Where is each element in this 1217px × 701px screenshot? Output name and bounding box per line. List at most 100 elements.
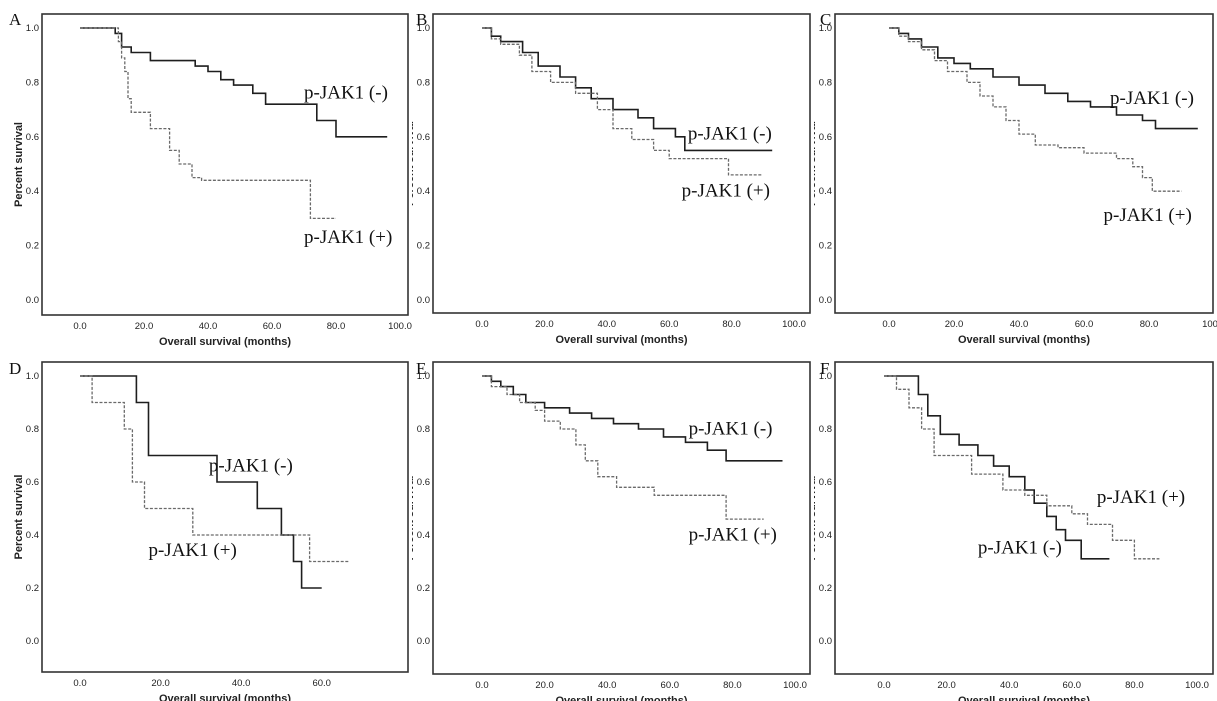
- x-tick-label: 20.0: [535, 319, 554, 330]
- x-tick-label: 40.0: [199, 321, 218, 332]
- x-tick-label: 60.0: [263, 321, 282, 332]
- curve-label-p-jak1: p-JAK1 (+): [304, 227, 392, 248]
- x-tick-label: 60.0: [661, 680, 680, 691]
- y-tick-label: 0.6: [26, 132, 39, 143]
- panel-letter-e: E: [416, 359, 427, 378]
- x-tick-label: 100.0: [1185, 680, 1209, 691]
- x-tick-label: 100.0: [783, 680, 807, 691]
- x-tick-label: 80.0: [1140, 319, 1159, 330]
- curve-label-p-jak1: p-JAK1 (-): [689, 418, 773, 439]
- y-tick-label: 0.2: [26, 241, 39, 252]
- panel-letter-a: A: [9, 10, 22, 29]
- curve-label-p-jak1: p-JAK1 (-): [978, 538, 1062, 559]
- x-tick-label: 80.0: [1125, 680, 1144, 691]
- y-tick-label: 1.0: [417, 371, 430, 382]
- x-tick-label: 40.0: [1000, 680, 1019, 691]
- survival-chart-b: 0.0 20.0 40.0 60.0 80.0 100.0 0.0 0.2 0.4 0.6 0.8 1…: [412, 13, 811, 346]
- x-axis-title: Overall survival (months): [958, 334, 1090, 346]
- x-tick-label: 60.0: [1075, 319, 1094, 330]
- y-tick-label: 0.0: [819, 636, 832, 647]
- curve-label-p-jak1: p-JAK1 (+): [1104, 205, 1192, 226]
- survival-curve-p-jak1: [889, 27, 1182, 192]
- y-axis-title: Percent survival: [13, 122, 25, 207]
- survival-curve-p-jak1: [884, 375, 1160, 560]
- y-tick-label: 0.8: [417, 424, 430, 435]
- panel-letter-b: B: [416, 10, 428, 29]
- y-tick-label: 1.0: [819, 23, 832, 34]
- x-tick-label: 0.0: [73, 321, 86, 332]
- x-tick-label: 20.0: [535, 680, 554, 691]
- x-tick-label: 40.0: [1010, 319, 1029, 330]
- curve-label-p-jak1: p-JAK1 (-): [209, 455, 293, 476]
- y-tick-label: 0.2: [819, 241, 832, 252]
- survival-curve-p-jak1: [884, 375, 1110, 560]
- x-tick-label: 80.0: [327, 321, 346, 332]
- survival-chart-f: 0.0 20.0 40.0 60.0 80.0 100.0 0.0 0.2 0.4 0.6 0.8 1…: [814, 361, 1214, 701]
- x-tick-label: 20.0: [135, 321, 154, 332]
- x-tick-label: 100.0: [388, 321, 412, 332]
- curve-label-p-jak1: p-JAK1 (+): [1097, 487, 1185, 508]
- y-tick-label: 0.4: [26, 186, 39, 197]
- y-tick-label: 0.8: [819, 424, 832, 435]
- y-tick-label: 0.0: [417, 295, 430, 306]
- x-tick-label: 80.0: [723, 680, 742, 691]
- y-tick-label: 0.2: [26, 583, 39, 594]
- y-tick-label: 1.0: [819, 371, 832, 382]
- plot-frame: [432, 361, 811, 675]
- curve-label-p-jak1: p-JAK1 (-): [304, 83, 388, 104]
- x-tick-label: 60.0: [312, 678, 331, 689]
- x-tick-label: 20.0: [937, 680, 956, 691]
- y-axis-title: Percent survival: [814, 476, 818, 561]
- y-tick-label: 0.2: [417, 583, 430, 594]
- y-tick-label: 0.4: [819, 530, 832, 541]
- y-tick-label: 0.0: [417, 636, 430, 647]
- x-tick-label: 40.0: [598, 319, 617, 330]
- survival-curve-p-jak1: [80, 375, 322, 589]
- curve-label-p-jak1: p-JAK1 (+): [148, 540, 236, 561]
- survival-chart-a: 0.0 20.0 40.0 60.0 80.0 100.0 0.0 0.2 0.4 0.6 0.8 1…: [13, 13, 412, 348]
- x-axis-title: Overall survival (months): [958, 695, 1090, 701]
- y-axis-title: Percent survival: [814, 121, 818, 206]
- y-tick-label: 0.0: [26, 636, 39, 647]
- y-tick-label: 0.0: [26, 295, 39, 306]
- x-tick-label: 100.0: [1202, 319, 1217, 330]
- y-tick-label: 0.8: [26, 424, 39, 435]
- x-axis-title: Overall survival (months): [159, 336, 291, 348]
- y-tick-label: 0.6: [417, 132, 430, 143]
- plot-frame: [834, 13, 1214, 314]
- y-tick-label: 0.8: [819, 77, 832, 88]
- y-tick-label: 0.4: [417, 530, 430, 541]
- x-tick-label: 0.0: [475, 319, 488, 330]
- curve-label-p-jak1: p-JAK1 (-): [688, 124, 772, 145]
- y-tick-label: 0.0: [819, 295, 832, 306]
- x-tick-label: 60.0: [1063, 680, 1082, 691]
- y-tick-label: 0.8: [26, 77, 39, 88]
- x-tick-label: 0.0: [475, 680, 488, 691]
- x-tick-label: 60.0: [660, 319, 679, 330]
- x-tick-label: 80.0: [722, 319, 741, 330]
- survival-curve-p-jak1: [482, 375, 783, 462]
- panel-letter-f: F: [820, 359, 830, 378]
- y-axis-title: Percent survival: [412, 476, 416, 561]
- y-tick-label: 0.4: [417, 186, 430, 197]
- plot-frame: [834, 361, 1214, 675]
- x-tick-label: 0.0: [877, 680, 890, 691]
- y-tick-label: 0.2: [819, 583, 832, 594]
- y-tick-label: 0.6: [417, 477, 430, 488]
- survival-curve-p-jak1: [482, 27, 773, 152]
- y-tick-label: 1.0: [417, 23, 430, 34]
- plot-frame: [432, 13, 811, 314]
- survival-chart-c: 0.0 20.0 40.0 60.0 80.0 100.0 0.0 0.2 0.4 0.6 0.8 1…: [814, 13, 1217, 346]
- curve-label-p-jak1: p-JAK1 (+): [682, 181, 770, 202]
- plot-frame: [41, 361, 409, 673]
- y-tick-label: 0.8: [417, 77, 430, 88]
- y-tick-label: 0.6: [26, 477, 39, 488]
- x-tick-label: 40.0: [598, 680, 617, 691]
- x-axis-title: Overall survival (months): [555, 695, 687, 701]
- survival-curve-p-jak1: [482, 375, 764, 520]
- y-tick-label: 1.0: [26, 23, 39, 34]
- y-tick-label: 0.4: [26, 530, 39, 541]
- x-axis-title: Overall survival (months): [555, 334, 687, 346]
- x-tick-label: 0.0: [882, 319, 895, 330]
